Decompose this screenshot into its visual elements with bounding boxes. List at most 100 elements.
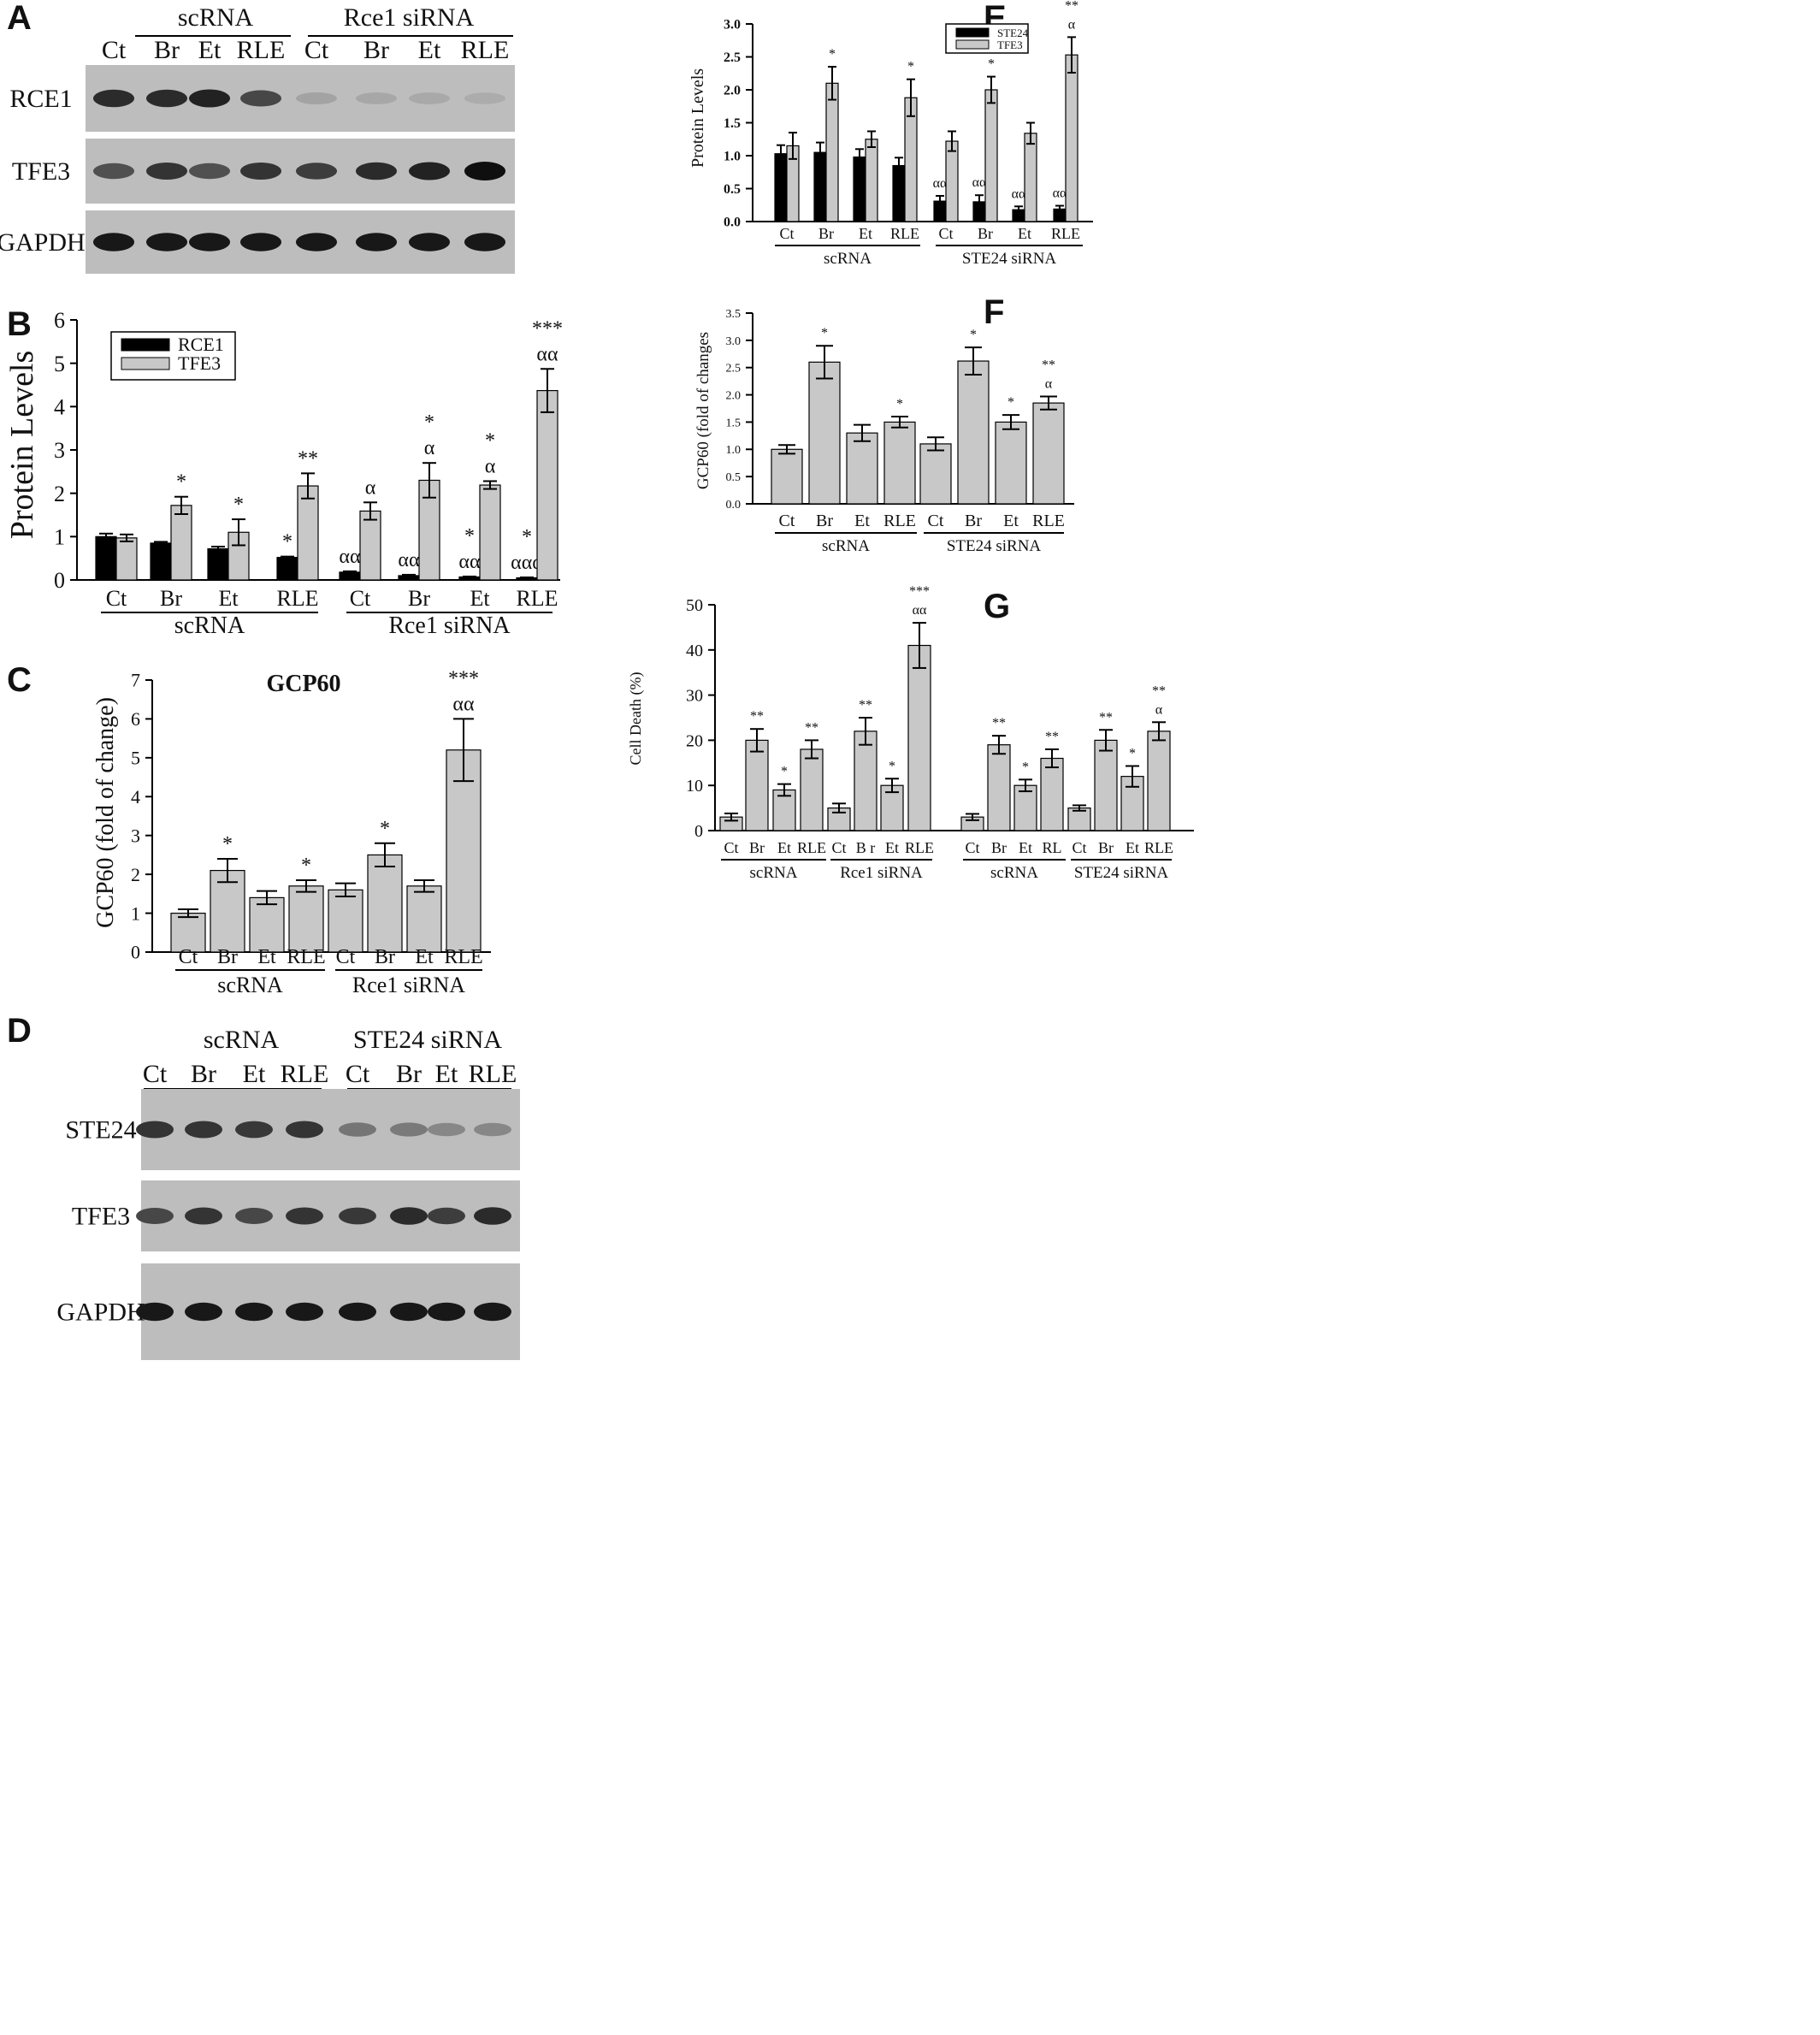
x-tick-label: Ct — [965, 839, 979, 856]
significance-label: α — [485, 455, 496, 477]
x-tick-label: Br — [991, 839, 1007, 856]
x-tick-label: Et — [859, 225, 872, 242]
blot-band — [240, 90, 281, 107]
significance-label: αα — [339, 546, 361, 568]
bar — [771, 448, 803, 505]
blot-band — [356, 162, 397, 180]
blot-band — [146, 89, 187, 108]
bar — [865, 139, 878, 222]
x-tick-label: RLE — [287, 946, 325, 968]
significance-label: ** — [750, 709, 764, 724]
bar — [446, 749, 482, 953]
x-tick-label: RLE — [276, 586, 318, 611]
panel-letter-D: D — [7, 1012, 32, 1050]
blot-lane-label: Et — [198, 36, 222, 64]
bar — [957, 360, 990, 505]
bar — [210, 869, 245, 953]
blot-row-label: RCE1 — [9, 85, 72, 113]
blot-lane-label: RLE — [461, 36, 510, 64]
y-tick-label: 5 — [131, 748, 140, 769]
x-tick-label: Ct — [779, 225, 794, 242]
significance-label: *** — [532, 317, 563, 340]
bar — [207, 547, 229, 581]
blot-band — [185, 1207, 222, 1225]
x-tick-label: Ct — [1072, 839, 1086, 856]
group-label: Rce1 siRNA — [352, 973, 465, 997]
x-tick-label: Ct — [938, 225, 953, 242]
y-tick-label: 5 — [54, 352, 65, 376]
significance-label: * — [970, 328, 977, 342]
bar — [1032, 402, 1065, 505]
significance-label: αα — [933, 176, 948, 191]
significance-label: * — [282, 531, 292, 553]
bar — [808, 361, 841, 505]
significance-label: αα — [972, 175, 987, 190]
x-tick-label: Et — [1003, 512, 1019, 530]
significance-label: αα — [452, 693, 475, 715]
blot-lane-label: Br — [154, 36, 180, 64]
chart-title: GCP60 — [266, 671, 340, 697]
y-tick-label: 7 — [131, 670, 140, 691]
blot-band — [240, 233, 281, 251]
y-tick-label: 1.0 — [726, 444, 742, 457]
legend-swatch — [955, 27, 990, 38]
significance-label: * — [222, 833, 233, 855]
x-tick-label: Et — [1018, 225, 1031, 242]
group-label: Rce1 siRNA — [388, 612, 511, 639]
x-tick-label: Ct — [724, 839, 738, 856]
blot-band — [428, 1122, 465, 1137]
y-tick-label: 50 — [686, 596, 703, 615]
x-tick-label: Br — [965, 512, 982, 530]
y-tick-label: 2.0 — [724, 84, 741, 98]
blot-band — [339, 1122, 376, 1137]
bar — [774, 153, 788, 222]
legend-swatch — [121, 357, 170, 370]
blot-row-label: TFE3 — [72, 1203, 130, 1231]
blot-group-label: scRNA — [178, 3, 254, 32]
y-tick-label: 2.0 — [726, 389, 742, 402]
x-tick-label: Br — [749, 839, 765, 856]
y-tick-label: 1.5 — [726, 417, 742, 429]
group-label: Rce1 siRNA — [840, 864, 923, 882]
bar — [987, 744, 1011, 831]
y-tick-label: 4 — [54, 394, 65, 419]
x-tick-label: Br — [816, 512, 833, 530]
y-tick-label: 0.0 — [726, 499, 742, 512]
significance-label: ** — [859, 698, 872, 713]
blot-band — [474, 1122, 511, 1137]
x-tick-label: Et — [1126, 839, 1139, 856]
panel-letter-C: C — [7, 661, 32, 699]
significance-label: * — [522, 526, 532, 548]
bar — [825, 82, 839, 222]
blot-band — [296, 233, 337, 251]
blot-band — [409, 92, 450, 104]
x-tick-label: RLE — [797, 839, 826, 856]
y-tick-label: 3.5 — [726, 308, 742, 321]
significance-label: α — [424, 437, 435, 459]
blot-band — [296, 92, 337, 104]
significance-label: ** — [805, 720, 818, 735]
y-tick-label: 3 — [54, 438, 65, 463]
significance-label: α — [365, 476, 376, 499]
blot-band — [185, 1121, 222, 1139]
blot-band — [235, 1208, 273, 1224]
significance-label: ** — [298, 447, 318, 470]
x-tick-label: Et — [777, 839, 791, 856]
y-tick-label: 0.5 — [726, 471, 742, 484]
x-tick-label: RLE — [1032, 512, 1065, 530]
x-tick-label: Et — [1019, 839, 1032, 856]
bar — [772, 789, 796, 831]
y-tick-label: 30 — [686, 687, 703, 706]
blot-lane-label: RLE — [469, 1060, 517, 1088]
x-tick-label: RLE — [1051, 225, 1080, 242]
y-tick-label: 2.5 — [726, 363, 742, 376]
legend-label: TFE3 — [178, 352, 221, 374]
y-tick-label: 40 — [686, 642, 703, 660]
significance-label: ** — [1042, 358, 1055, 372]
blot-row-label: STE24 — [65, 1116, 136, 1145]
x-tick-label: Br — [1098, 839, 1114, 856]
significance-label: * — [485, 429, 495, 452]
blot-group-label: scRNA — [204, 1026, 280, 1054]
